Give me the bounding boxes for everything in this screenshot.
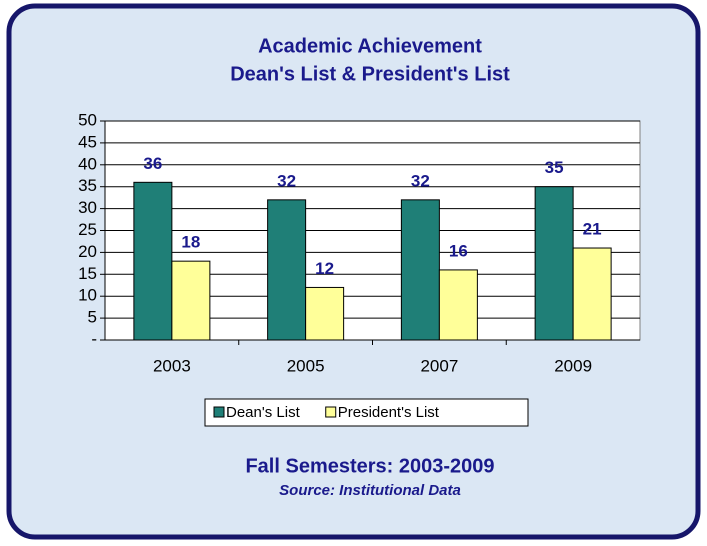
y-tick-label: 5	[88, 308, 97, 327]
bar	[400, 199, 440, 341]
chart-subtitle: Dean's List & President's List	[230, 63, 510, 85]
value-label: 21	[583, 220, 602, 239]
y-tick-label: 30	[78, 198, 97, 217]
y-tick-label: 15	[78, 264, 97, 283]
y-tick-label: 45	[78, 132, 97, 151]
legend-label: Dean's List	[226, 404, 301, 421]
value-label: 16	[449, 241, 468, 260]
value-label: 32	[411, 171, 430, 190]
y-tick-label: 25	[78, 220, 97, 239]
y-tick-label: 40	[78, 154, 97, 173]
bar	[572, 247, 612, 341]
source: Source: Institutional Data	[279, 482, 461, 499]
x-tick-label: 2009	[554, 356, 592, 375]
value-label: 32	[277, 171, 296, 190]
legend-swatch	[213, 406, 225, 418]
footer: Fall Semesters: 2003-2009	[245, 455, 494, 477]
x-tick-label: 2005	[287, 356, 325, 375]
y-tick-label: 20	[78, 242, 97, 261]
legend-swatch	[325, 406, 337, 418]
bar	[133, 181, 173, 341]
value-label: 18	[181, 233, 200, 252]
value-label: 36	[143, 154, 162, 173]
legend	[204, 398, 529, 427]
bar	[171, 260, 211, 341]
y-tick-label: -	[91, 329, 97, 348]
x-tick-label: 2007	[420, 356, 458, 375]
x-tick-label: 2003	[153, 356, 191, 375]
bar	[305, 286, 345, 341]
y-tick-label: 50	[78, 110, 97, 129]
bar	[534, 186, 574, 341]
y-tick-label: 35	[78, 176, 97, 195]
legend-label: President's List	[338, 404, 440, 421]
y-tick-label: 10	[78, 286, 97, 305]
bar	[438, 269, 478, 341]
value-label: 35	[545, 158, 564, 177]
chart-title: Academic Achievement	[258, 35, 482, 57]
value-label: 12	[315, 259, 334, 278]
bar	[267, 199, 307, 341]
